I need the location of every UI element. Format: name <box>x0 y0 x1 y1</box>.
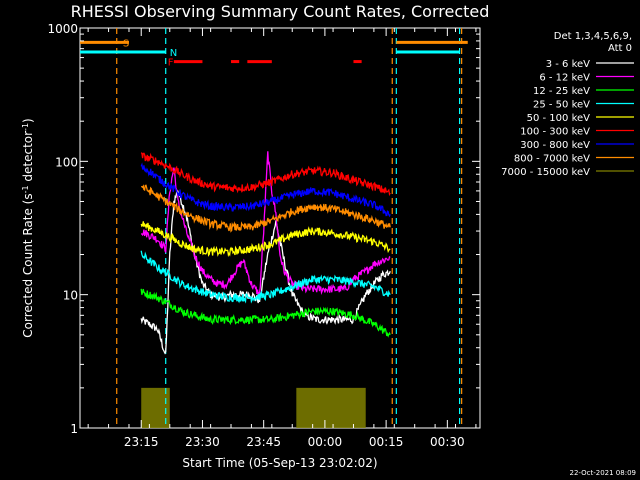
x-tick-label: 23:15 <box>124 435 159 449</box>
series-line <box>140 151 391 297</box>
legend-header-line1: Det 1,3,4,5,6,9, <box>554 31 632 42</box>
high-energy-bar <box>296 387 366 428</box>
legend-label: 7000 - 15000 keV <box>501 167 590 178</box>
x-tick-label: 00:00 <box>308 435 343 449</box>
high-energy-bar <box>141 387 170 428</box>
chart-title: RHESSI Observing Summary Count Rates, Co… <box>71 2 490 21</box>
legend-header-line2: Att 0 <box>608 43 632 54</box>
y-axis-label: Corrected Count Rate (s-1 detector-1) <box>21 118 36 337</box>
x-tick-label: 23:30 <box>185 435 220 449</box>
x-tick-label: 00:30 <box>430 435 465 449</box>
x-tick-label: 00:15 <box>369 435 404 449</box>
flag-label: S <box>123 38 129 49</box>
flags-layer: S NF <box>80 38 468 69</box>
y-tick-label: 1 <box>70 422 78 436</box>
y-tick-label: 100 <box>55 155 78 169</box>
y-ticks: 1 10 100 1000 <box>47 22 480 436</box>
series-line <box>140 221 391 258</box>
legend-label: 100 - 300 keV <box>520 127 590 138</box>
x-axis-label: Start Time (05-Sep-13 23:02:02) <box>182 456 377 470</box>
timestamp: 22-Oct-2021 08:09 <box>570 469 636 477</box>
series-line <box>140 288 391 338</box>
legend: 3 - 6 keV 6 - 12 keV 12 - 25 keV 25 - 50 ke… <box>501 59 634 178</box>
legend-label: 12 - 25 keV <box>533 86 590 97</box>
series-layer <box>140 151 391 355</box>
series-line <box>140 250 391 304</box>
y-tick-label: 10 <box>63 289 78 303</box>
plot-frame <box>79 27 481 429</box>
bars-layer <box>141 387 366 428</box>
vlines-layer <box>116 28 463 428</box>
flag-label: F <box>168 58 174 69</box>
series-line <box>140 152 391 197</box>
legend-label: 800 - 7000 keV <box>514 154 590 165</box>
x-tick-label: 23:45 <box>246 435 281 449</box>
x-ticks: 23:15 23:30 23:45 00:00 00:15 00:30 <box>87 28 477 449</box>
legend-label: 25 - 50 keV <box>533 100 590 111</box>
y-tick-label: 1000 <box>47 22 78 36</box>
series-line <box>140 162 391 218</box>
series-line <box>140 189 391 355</box>
flag-label: N <box>170 48 177 59</box>
legend-label: 300 - 800 keV <box>520 140 590 151</box>
series-line <box>141 184 391 233</box>
legend-label: 6 - 12 keV <box>539 73 590 84</box>
legend-label: 50 - 100 keV <box>527 113 591 124</box>
legend-label: 3 - 6 keV <box>546 59 590 70</box>
